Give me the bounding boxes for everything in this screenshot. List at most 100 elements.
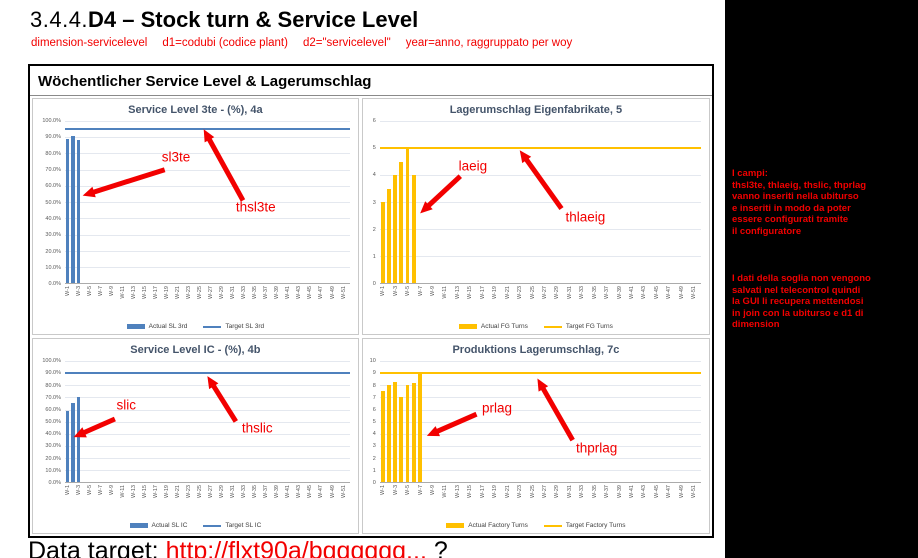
- dimension-subtitle: dimension-servicelevel d1=codubi (codice …: [31, 37, 587, 49]
- legend: Actual SL 3rd Target SL 3rd: [33, 319, 358, 334]
- x-tick: W-15: [465, 286, 477, 319]
- x-tick: W-23: [184, 485, 195, 518]
- gridline: [379, 175, 701, 177]
- x-tick: W-31: [564, 485, 576, 518]
- y-tick-label: 9: [372, 370, 376, 377]
- x-tick: W-41: [627, 485, 639, 518]
- gridline: [379, 121, 701, 122]
- x-tick: W-15: [140, 286, 151, 319]
- bar: [399, 397, 404, 482]
- x-tick-label: W-11: [442, 286, 449, 299]
- x-tick-label: W-3: [75, 286, 82, 297]
- x-tick-label: W-25: [197, 286, 204, 300]
- x-tick: W-5: [403, 485, 415, 518]
- gridline: [379, 445, 701, 447]
- y-tick-label: 7: [372, 394, 376, 401]
- x-tick: W-21: [173, 485, 184, 518]
- x-tick: W-27: [206, 485, 217, 518]
- plot-area: 10 9 8 7 6 5 4 3 2 1 0 prlag thprlag: [363, 358, 709, 486]
- x-tick-label: W-25: [197, 485, 204, 499]
- x-tick-label: W-23: [517, 485, 524, 499]
- chart-lagerumschlag-eigenfabrikate: Lagerumschlag Eigenfabrikate, 5 6 5 4 3 2 1 0 la…: [361, 98, 710, 336]
- x-tick-label: W-43: [296, 485, 303, 499]
- gridline: [65, 137, 350, 139]
- x-tick-label: W-49: [329, 286, 336, 300]
- legend: Actual SL IC Target SL IC: [33, 518, 358, 533]
- x-tick-label: W-29: [219, 286, 226, 300]
- x-tick: W-41: [627, 286, 639, 319]
- x-tick: W-13: [129, 485, 140, 518]
- red-arrow-head-icon: [82, 186, 96, 198]
- y-tick-label: 80.0%: [45, 382, 61, 389]
- x-tick: W-49: [328, 485, 339, 518]
- bar: [76, 140, 81, 284]
- x-tick-label: W-21: [504, 485, 511, 499]
- bar: [393, 381, 398, 482]
- section-number: 3.4.4.: [30, 7, 89, 32]
- bar: [65, 410, 70, 482]
- x-tick: W-15: [140, 485, 151, 518]
- annotation-label: thprlag: [575, 440, 618, 456]
- red-arrow-shaft: [434, 412, 478, 435]
- x-tick-label: W-5: [86, 485, 93, 495]
- x-tick-label: W-49: [678, 485, 685, 499]
- x-tick: W-45: [306, 286, 317, 319]
- chart-title: Produktions Lagerumschlag, 7c: [452, 344, 620, 357]
- y-tick-label: 20.0%: [45, 455, 61, 462]
- x-tick: W-37: [262, 286, 273, 319]
- red-arrow-shaft: [210, 383, 238, 423]
- legend-item: Target SL IC: [203, 522, 261, 529]
- x-tick: W-47: [317, 286, 328, 319]
- y-tick-label: 20.0%: [45, 248, 61, 255]
- x-tick: W-31: [228, 286, 239, 319]
- x-tick-label: W-3: [75, 485, 82, 495]
- plot-area: 100.0% 90.0% 80.0% 70.0% 60.0% 50.0% 40.0% 30.0…: [33, 358, 358, 486]
- legend-label: Target SL 3rd: [225, 323, 265, 331]
- x-tick-label: W-7: [97, 286, 104, 297]
- x-tick-label: W-35: [591, 286, 598, 300]
- x-tick-label: W-19: [492, 485, 499, 499]
- y-axis: 10 9 8 7 6 5 4 3 2 1 0: [365, 358, 380, 486]
- bar: [387, 188, 391, 284]
- gridline: [65, 153, 350, 155]
- legend-item: Target Factory Turns: [543, 522, 626, 529]
- annotation-label: slic: [116, 397, 136, 413]
- data-target-link[interactable]: http://flxt90a/bqqqqqq...: [165, 537, 427, 558]
- gridline: [379, 397, 701, 399]
- gridline: [379, 469, 701, 471]
- gridline: [65, 409, 350, 411]
- week-axis: W-1 W-3 W-5 W-7 W-9 W-11 W-13 W-15 W-17 W-19 W-21 W…: [63, 485, 350, 518]
- x-tick: W-1: [63, 286, 74, 319]
- x-tick-label: W-33: [241, 286, 248, 300]
- y-tick-label: 70.0%: [45, 394, 61, 401]
- x-tick: W-47: [317, 485, 328, 518]
- plot-canvas: sl3te thsl3te: [65, 121, 350, 285]
- x-tick: W-51: [689, 485, 701, 518]
- target-line: [379, 372, 701, 375]
- x-tick-label: W-7: [97, 485, 104, 495]
- x-tick: W-23: [515, 485, 527, 518]
- y-axis: 100.0% 90.0% 80.0% 70.0% 60.0% 50.0% 40.0% 30.0…: [35, 118, 65, 287]
- x-tick: W-7: [96, 286, 107, 319]
- y-tick-label: 40.0%: [45, 215, 61, 222]
- x-tick-label: W-29: [554, 286, 561, 300]
- x-tick: W-27: [539, 485, 551, 518]
- x-tick-label: W-21: [175, 485, 182, 499]
- y-tick-label: 60.0%: [45, 406, 61, 413]
- x-tick: W-9: [107, 286, 118, 319]
- chart-produktions-lagerumschlag: Produktions Lagerumschlag, 7c 10 9 8 7 6 5 4 3 2 1…: [361, 338, 710, 534]
- x-tick-label: W-15: [141, 485, 148, 499]
- plot-area: 6 5 4 3 2 1 0 laeig thlaeig: [363, 118, 709, 287]
- x-tick: W-21: [173, 286, 184, 319]
- x-tick: W-43: [295, 485, 306, 518]
- gridline: [65, 202, 350, 204]
- gridline: [65, 234, 350, 236]
- x-tick-label: W-3: [392, 485, 399, 495]
- x-tick: W-45: [651, 286, 663, 319]
- x-tick-label: W-23: [517, 286, 524, 300]
- x-tick: W-47: [664, 485, 676, 518]
- y-tick-label: 3: [372, 199, 376, 206]
- x-tick: W-27: [539, 286, 551, 319]
- x-tick: W-41: [284, 286, 295, 319]
- notes-sidebar: I campi: thsl3te, thlaeig, thslic, thprl…: [725, 0, 918, 558]
